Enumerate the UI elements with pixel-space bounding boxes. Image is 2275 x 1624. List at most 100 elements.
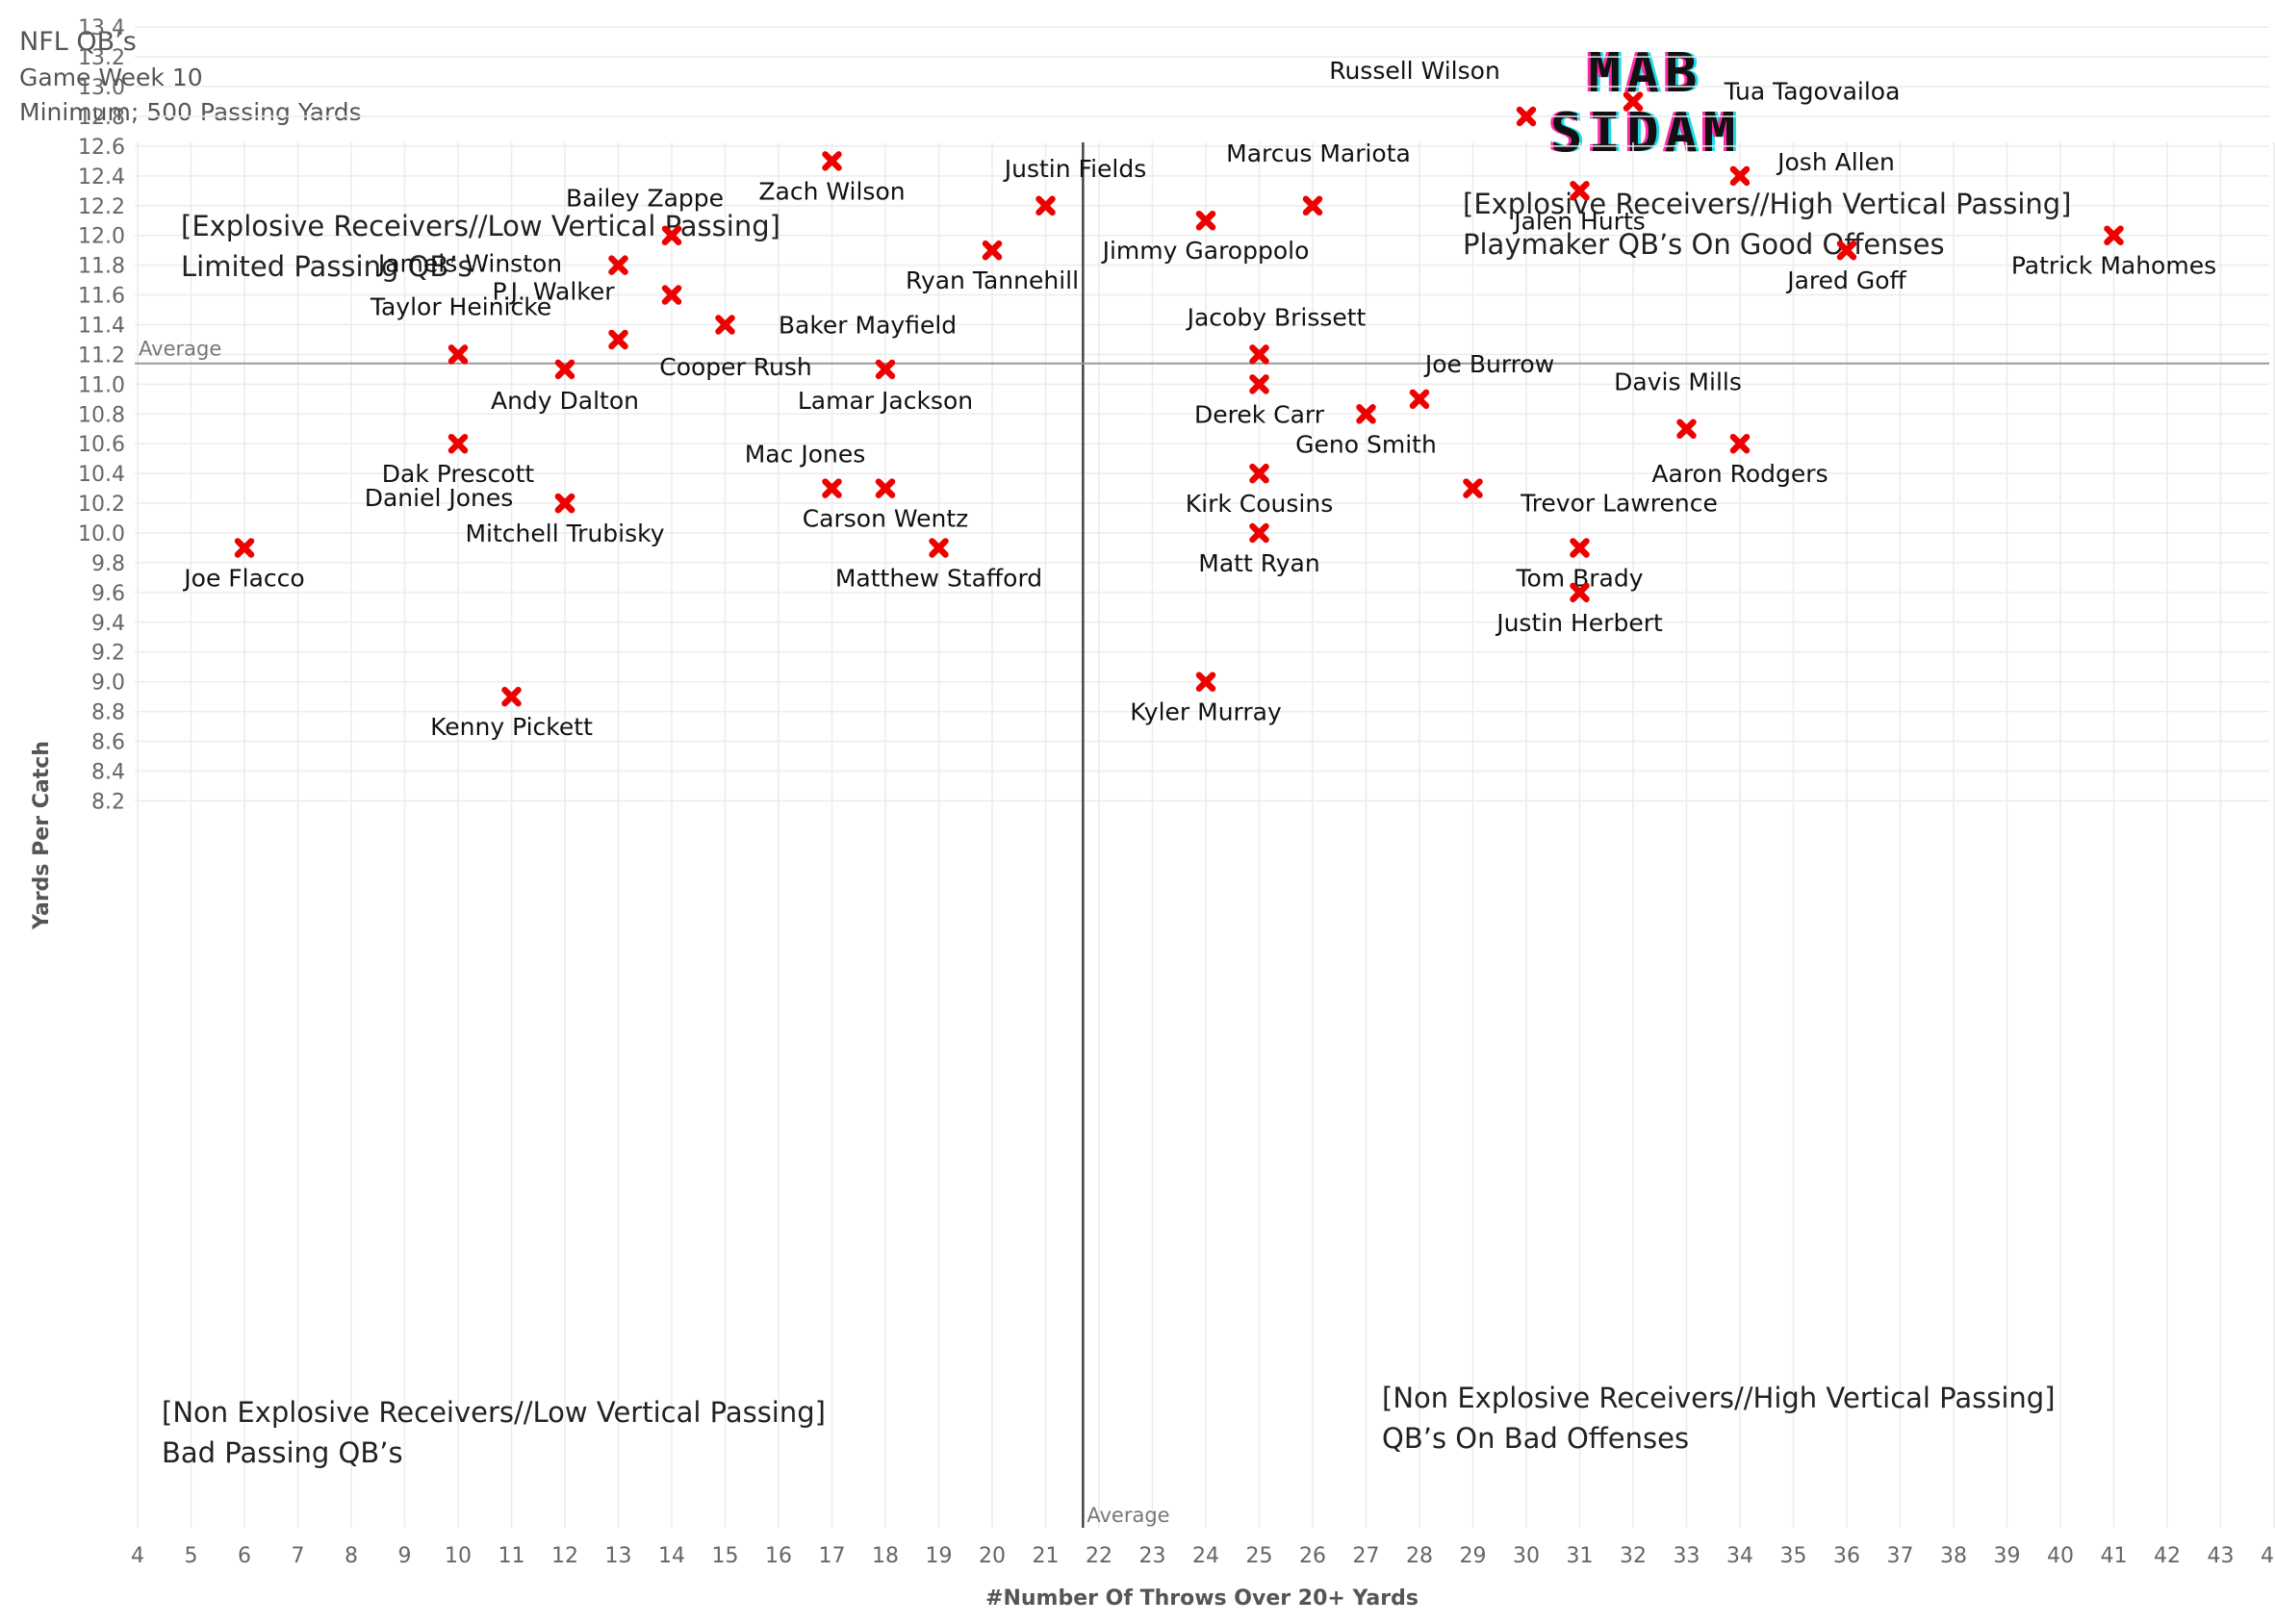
qb-point-marcus-mariota: Marcus Mariota bbox=[1226, 140, 1411, 216]
qb-point-kenny-pickett: Kenny Pickett bbox=[430, 686, 593, 741]
x-tick-label: 4 bbox=[131, 1544, 144, 1568]
y-tick-label: 10.0 bbox=[78, 522, 125, 546]
qb-point-joe-flacco: Joe Flacco bbox=[182, 538, 305, 592]
qb-point-andy-dalton: Andy Dalton bbox=[491, 359, 639, 415]
y-tick-label: 9.2 bbox=[91, 642, 125, 666]
point-label: Jameis Winston bbox=[376, 250, 562, 278]
y-tick-label: 9.4 bbox=[91, 612, 125, 636]
x-tick-label: 9 bbox=[398, 1544, 412, 1568]
point-marker bbox=[554, 493, 575, 514]
qb-point-russell-wilson: Russell Wilson bbox=[1329, 57, 1537, 127]
quadrant-bottom-right-line-2: QB’s On Bad Offenses bbox=[1382, 1422, 1689, 1455]
point-marker bbox=[715, 315, 735, 335]
x-tick-label: 22 bbox=[1086, 1544, 1112, 1568]
x-tick-label: 16 bbox=[765, 1544, 792, 1568]
point-marker bbox=[1356, 404, 1376, 424]
x-tick-label: 10 bbox=[445, 1544, 472, 1568]
point-label: Taylor Heinicke bbox=[370, 292, 551, 320]
point-marker bbox=[1302, 195, 1323, 216]
chart-subtitle-minimum: Minimum; 500 Passing Yards bbox=[19, 98, 362, 126]
y-tick-label: 10.2 bbox=[78, 493, 125, 517]
y-tick-label: 12.6 bbox=[78, 136, 125, 160]
point-label: Trevor Lawrence bbox=[1520, 490, 1718, 518]
y-tick-label: 11.8 bbox=[78, 255, 125, 279]
point-marker bbox=[234, 538, 255, 558]
x-tick-label: 5 bbox=[185, 1544, 198, 1568]
y-tick-label: 10.6 bbox=[78, 433, 125, 457]
x-tick-label: 33 bbox=[1674, 1544, 1700, 1568]
qb-point-bailey-zappe: Bailey Zappe bbox=[566, 185, 724, 245]
y-tick-label: 8.6 bbox=[91, 731, 125, 755]
point-marker bbox=[822, 151, 842, 171]
y-tick-label: 9.8 bbox=[91, 552, 125, 576]
y-tick-label: 8.2 bbox=[91, 790, 125, 814]
data-points: Russell Wilson Tua Tagovailoa Zach Wilson J… bbox=[182, 57, 2216, 741]
qb-point-kyler-murray: Kyler Murray bbox=[1130, 672, 1282, 726]
x-axis-title: #Number Of Throws Over 20+ Yards bbox=[985, 1586, 1419, 1611]
logo-line-1: MAB bbox=[1588, 42, 1703, 105]
point-label: Matthew Stafford bbox=[835, 564, 1042, 592]
point-marker bbox=[875, 359, 896, 380]
x-tick-label: 21 bbox=[1033, 1544, 1060, 1568]
qb-point-daniel-jones: Daniel Jones bbox=[365, 484, 575, 514]
point-label: Matt Ryan bbox=[1198, 549, 1319, 577]
x-tick-label: 18 bbox=[872, 1544, 899, 1568]
x-tick-label: 19 bbox=[926, 1544, 953, 1568]
point-marker bbox=[1195, 672, 1216, 692]
point-label: Kyler Murray bbox=[1130, 698, 1282, 726]
x-tick-label: 44 bbox=[2261, 1544, 2275, 1568]
point-label: Lamar Jackson bbox=[798, 387, 973, 415]
qb-point-josh-allen: Josh Allen bbox=[1729, 148, 1895, 187]
axes: 4 5 6 7 8 9 10 11 12 13 14 15 16 17 18 19 20 21 22 23 24 25 26… bbox=[30, 16, 2275, 1611]
point-marker bbox=[1409, 389, 1430, 410]
x-tick-label: 14 bbox=[658, 1544, 685, 1568]
qb-point-taylor-heinicke: Taylor Heinicke bbox=[370, 292, 551, 365]
x-tick-label: 35 bbox=[1780, 1544, 1807, 1568]
point-marker bbox=[875, 478, 896, 498]
point-label: Jared Goff bbox=[1785, 266, 1906, 294]
point-marker bbox=[1249, 374, 1269, 394]
point-label: Baker Mayfield bbox=[779, 311, 957, 339]
quadrant-bottom-left-line-2: Bad Passing QB’s bbox=[162, 1436, 403, 1469]
x-tick-label: 15 bbox=[712, 1544, 739, 1568]
point-label: Andy Dalton bbox=[491, 387, 639, 415]
point-label: Jalen Hurts bbox=[1512, 207, 1646, 235]
x-tick-label: 7 bbox=[292, 1544, 305, 1568]
point-label: Tom Brady bbox=[1515, 564, 1643, 592]
x-tick-label: 28 bbox=[1406, 1544, 1433, 1568]
point-marker bbox=[608, 255, 628, 275]
point-marker bbox=[1676, 419, 1697, 439]
point-marker bbox=[661, 285, 682, 305]
x-tick-label: 34 bbox=[1726, 1544, 1753, 1568]
point-label: Ryan Tannehill bbox=[906, 266, 1079, 294]
point-label: Kirk Cousins bbox=[1186, 490, 1333, 518]
point-marker bbox=[1570, 538, 1590, 558]
point-label: Daniel Jones bbox=[365, 484, 514, 512]
reference-lines: Average Average bbox=[135, 142, 2269, 1528]
x-tick-label: 6 bbox=[238, 1544, 251, 1568]
quadrant-top-left-line-1: [Explosive Receivers//Low Vertical Passi… bbox=[181, 210, 780, 242]
qb-point-baker-mayfield: Baker Mayfield bbox=[715, 311, 957, 339]
quadrant-top-left-label: [Explosive Receivers//Low Vertical Passi… bbox=[181, 210, 780, 283]
quadrant-top-right-label: [Explosive Receivers//High Vertical Pass… bbox=[1463, 188, 2071, 261]
point-label: Josh Allen bbox=[1776, 148, 1895, 176]
quadrant-bottom-left-line-1: [Non Explosive Receivers//Low Vertical P… bbox=[162, 1396, 826, 1429]
qb-point-trevor-lawrence: Trevor Lawrence bbox=[1463, 478, 1718, 518]
qb-point-matthew-stafford: Matthew Stafford bbox=[835, 538, 1042, 592]
point-marker bbox=[608, 329, 628, 350]
qb-point-ryan-tannehill: Ryan Tannehill bbox=[906, 240, 1079, 294]
quadrant-bottom-right-label: [Non Explosive Receivers//High Vertical … bbox=[1382, 1382, 2056, 1455]
point-marker bbox=[447, 344, 469, 365]
chart-title: NFL QB’s bbox=[19, 27, 137, 57]
grid-lines bbox=[135, 26, 2275, 1528]
x-tick-label: 23 bbox=[1139, 1544, 1166, 1568]
point-marker bbox=[1729, 165, 1751, 187]
qb-point-justin-herbert: Justin Herbert bbox=[1495, 582, 1663, 637]
qb-point-jacoby-brissett: Jacoby Brissett bbox=[1186, 303, 1367, 365]
qb-point-aaron-rodgers: Aaron Rodgers bbox=[1651, 433, 1828, 488]
point-marker bbox=[982, 240, 1003, 261]
point-label: Dak Prescott bbox=[382, 460, 535, 488]
y-tick-label: 12.8 bbox=[78, 106, 125, 130]
x-tick-label: 43 bbox=[2208, 1544, 2235, 1568]
point-marker bbox=[1249, 344, 1269, 365]
